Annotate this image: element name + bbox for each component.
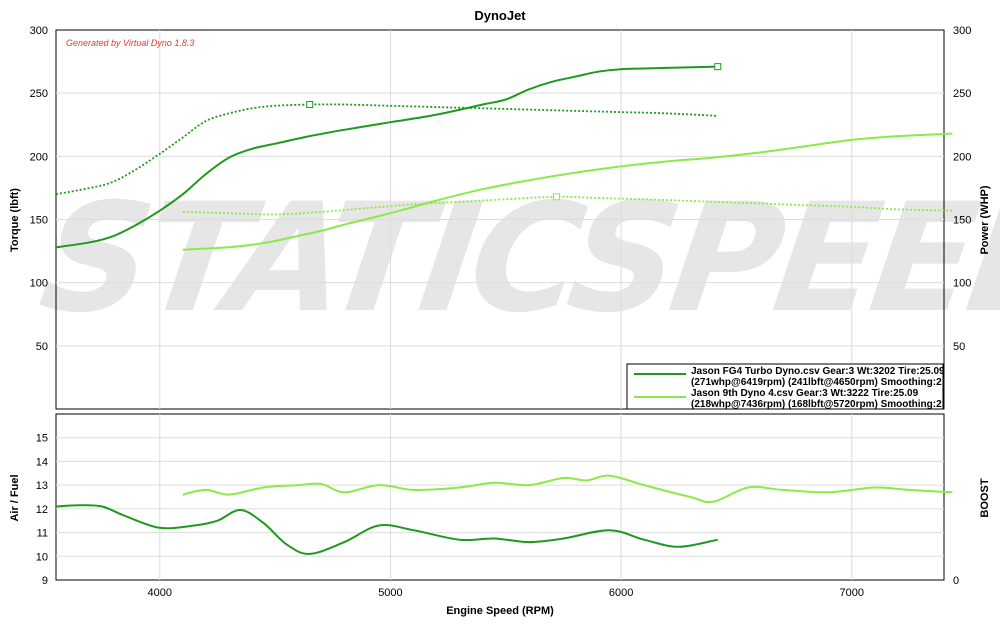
peak-marker-run1-power xyxy=(714,63,722,71)
y-axis-label-power: Power (WHP) xyxy=(979,185,991,254)
peak-marker-run2-torque xyxy=(553,193,561,201)
legend: Jason FG4 Turbo Dyno.csv Gear:3 Wt:3202 … xyxy=(626,363,945,410)
series-run2-power xyxy=(182,132,953,251)
peak-marker-run1-torque xyxy=(306,101,314,109)
af-tick-label-left: 13 xyxy=(36,480,48,492)
legend-run1-line2: (271whp@6419rpm) (241lbft@4650rpm) Smoot… xyxy=(691,377,942,388)
y-tick-label-right: 200 xyxy=(953,151,971,163)
generated-by-note: Generated by Virtual Dyno 1.8.3 xyxy=(66,38,194,48)
legend-run2-line1: Jason 9th Dyno 4.csv Gear:3 Wt:3222 Tire… xyxy=(691,388,919,399)
series-run1-torque xyxy=(55,103,718,196)
af-tick-label-left: 15 xyxy=(36,433,48,445)
legend-run2-line2: (218whp@7436rpm) (168lbft@5720rpm) Smoot… xyxy=(691,399,942,410)
y-tick-label-left: 300 xyxy=(30,25,48,37)
y-axis-label-torque: Torque (lbft) xyxy=(9,188,21,252)
af-tick-label-left: 12 xyxy=(36,504,48,516)
y-tick-label-right: 50 xyxy=(953,341,965,353)
x-tick-label: 4000 xyxy=(148,587,172,599)
series-run2-air-fuel xyxy=(182,474,953,504)
y-tick-label-left: 150 xyxy=(30,215,48,227)
y-tick-label-left: 200 xyxy=(30,151,48,163)
x-tick-label: 6000 xyxy=(609,587,633,599)
y-axis-label-boost: BOOST xyxy=(979,478,991,517)
af-tick-label-left: 14 xyxy=(36,456,48,468)
y-tick-label-left: 100 xyxy=(30,278,48,290)
legend-run1-line1: Jason FG4 Turbo Dyno.csv Gear:3 Wt:3202 … xyxy=(691,366,945,377)
x-tick-label: 5000 xyxy=(378,587,402,599)
series-run2-torque xyxy=(182,195,953,216)
boost-tick-label: 0 xyxy=(953,575,959,587)
main-grid xyxy=(56,30,944,409)
x-tick-label: 7000 xyxy=(839,587,863,599)
y-tick-label-left: 250 xyxy=(30,88,48,100)
watermark-text: STATICSPEED xyxy=(31,171,1000,346)
y-tick-label-right: 300 xyxy=(953,25,971,37)
air-fuel-plot-area xyxy=(55,413,945,581)
y-tick-label-left: 50 xyxy=(36,341,48,353)
y-axis-label-air-fuel: Air / Fuel xyxy=(9,474,21,521)
legend-box xyxy=(626,363,944,410)
y-tick-label-right: 100 xyxy=(953,278,971,290)
af-tick-label-left: 11 xyxy=(37,528,48,540)
y-tick-label-right: 150 xyxy=(953,215,971,227)
chart-title: DynoJet xyxy=(474,8,526,23)
series-run1-air-fuel xyxy=(55,504,718,555)
af-tick-label-left: 9 xyxy=(42,575,48,587)
x-axis-label: Engine Speed (RPM) xyxy=(446,605,554,617)
axis-ticks: 4000 5000 6000 7000501001502002503005010015… xyxy=(30,25,972,599)
af-tick-label-left: 10 xyxy=(36,551,48,563)
main-series xyxy=(55,63,953,251)
air-fuel-grid xyxy=(56,414,944,580)
air-fuel-series xyxy=(55,474,953,555)
series-run1-power xyxy=(55,65,718,249)
watermark: STATICSPEED xyxy=(31,171,1000,346)
y-tick-label-right: 250 xyxy=(953,88,971,100)
